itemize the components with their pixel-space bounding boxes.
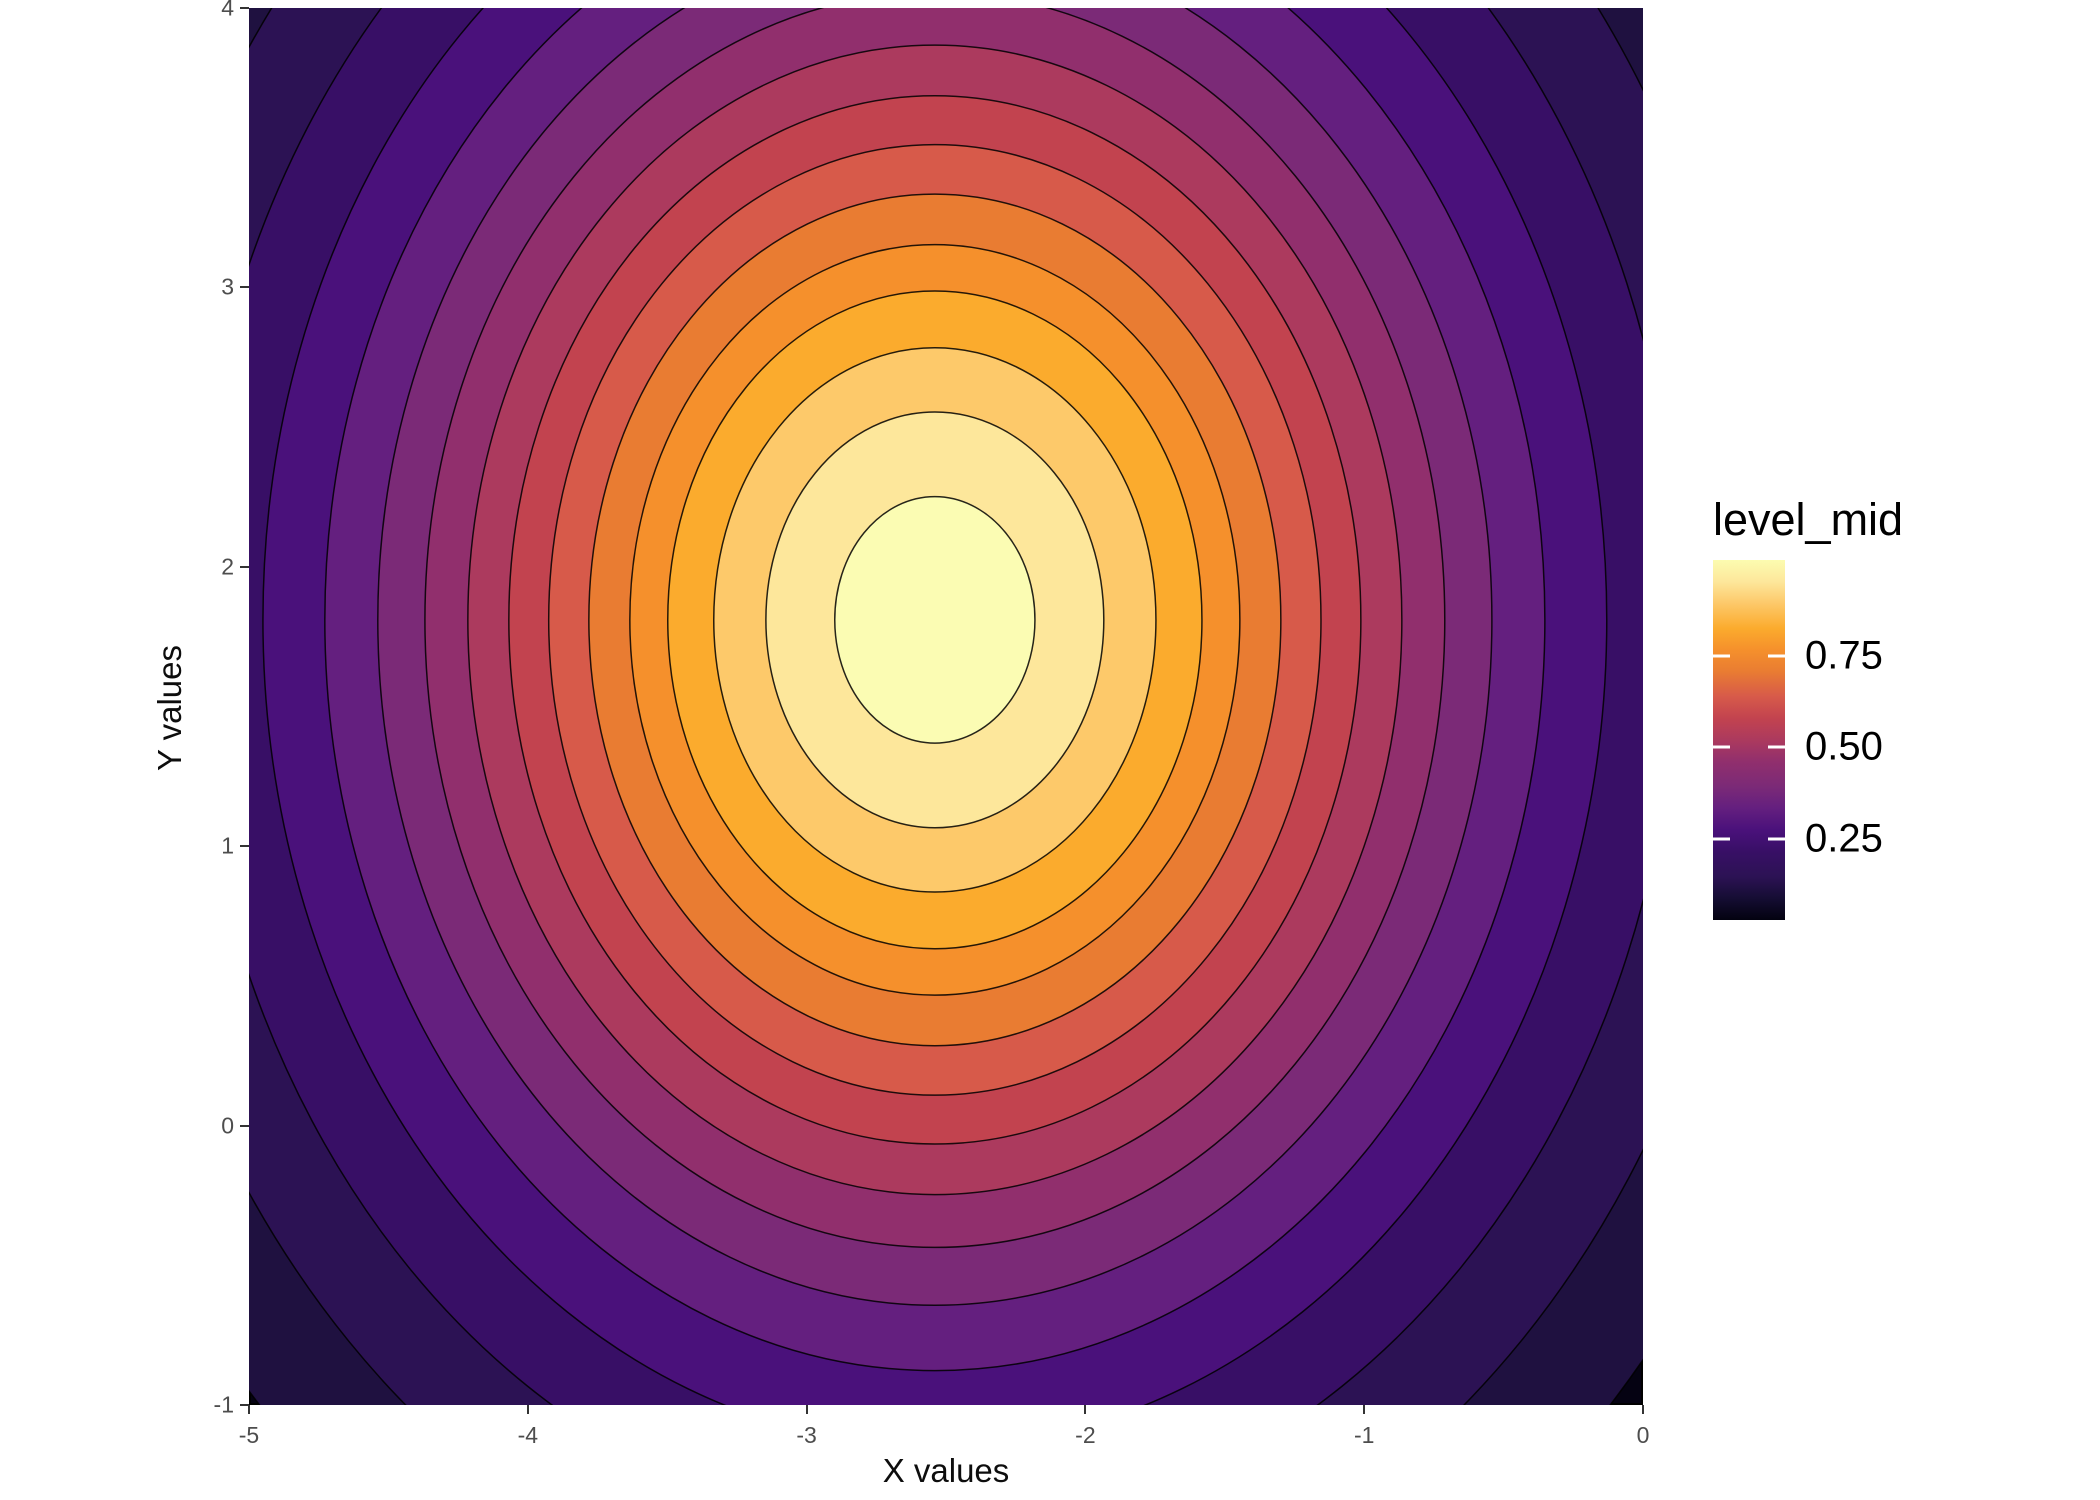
y-tick-label: 4 [221,0,234,21]
contour-band [834,495,1036,744]
legend-tick-mark [1768,745,1785,749]
legend-label: 0.25 [1805,816,1883,861]
legend-tick-mark [1768,837,1785,841]
x-tick-label: -4 [517,1422,539,1448]
legend-label: 0.75 [1805,633,1883,678]
y-tick-label: 1 [221,832,234,859]
legend-tick-mark [1768,654,1785,658]
x-tick-mark [1084,1405,1087,1414]
y-tick-label: 2 [221,553,234,580]
y-tick-label: 0 [221,1112,234,1139]
y-tick-mark [240,845,249,848]
x-tick-mark [1642,1405,1644,1414]
x-tick-label: -3 [796,1422,817,1448]
legend-tick-mark [1713,654,1730,658]
x-tick-mark [805,1405,808,1414]
y-tick-label: -1 [213,1391,234,1418]
y-axis-title: Y values [151,645,188,771]
x-tick-label: -1 [1353,1422,1375,1448]
legend: level_mid 0.75 0.50 0.25 [1713,480,2073,980]
x-tick-mark [526,1405,529,1414]
x-tick-label: 0 [1636,1422,1650,1448]
y-tick-mark [240,7,249,9]
y-tick-mark [240,286,249,289]
legend-tick-mark [1713,837,1730,841]
y-tick-mark [240,1124,249,1127]
x-axis-title: X values [882,1452,1010,1489]
legend-tick-mark [1713,745,1730,749]
legend-colorbar [1713,560,1785,920]
plot-panel [249,8,1643,1405]
y-tick-mark [240,1404,249,1406]
x-tick-mark [248,1405,250,1414]
legend-label: 0.50 [1805,724,1883,769]
y-tick-mark [240,565,249,568]
x-tick-label: -2 [1075,1422,1096,1448]
x-tick-mark [1363,1405,1366,1414]
legend-title: level_mid [1713,494,1904,545]
contour-plot-svg [249,8,1643,1405]
y-tick-label: 3 [221,273,234,300]
x-tick-label: -5 [238,1422,260,1448]
